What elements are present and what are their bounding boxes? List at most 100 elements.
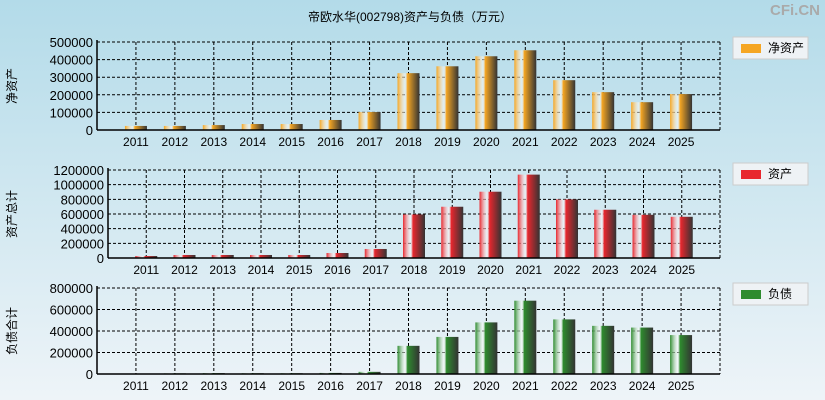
y-tick-label: 0: [86, 367, 93, 382]
x-tick-label: 2016: [324, 263, 351, 277]
x-tick-label: 2012: [162, 379, 189, 393]
legend-swatch: [741, 44, 761, 53]
x-tick-label: 2022: [551, 379, 578, 393]
x-tick-label: 2015: [278, 135, 305, 149]
x-tick-label: 2014: [248, 263, 275, 277]
x-tick-label: 2015: [278, 379, 305, 393]
x-tick-label: 2019: [434, 379, 461, 393]
bar-2021: [517, 174, 540, 258]
x-tick-label: 2013: [200, 135, 227, 149]
bar-2025: [670, 335, 693, 374]
y-axis-label: 净资产: [5, 68, 19, 104]
legend-swatch: [741, 290, 761, 299]
y-tick-label: 400000: [50, 53, 93, 68]
x-tick-label: 2016: [317, 379, 344, 393]
y-tick-label: 400000: [61, 222, 104, 237]
legend-label: 净资产: [768, 41, 804, 55]
y-tick-label: 200000: [50, 346, 93, 361]
bar-2022: [553, 80, 576, 130]
x-tick-label: 2016: [317, 135, 344, 149]
bar-2017: [358, 112, 381, 130]
y-tick-label: 100000: [50, 105, 93, 120]
x-tick-label: 2023: [590, 135, 617, 149]
bar-2015: [280, 124, 303, 130]
bar-2019: [436, 66, 459, 130]
bar-2020: [479, 191, 502, 258]
bar-2013: [202, 125, 225, 130]
bar-2020: [475, 322, 498, 374]
x-tick-label: 2011: [133, 263, 159, 277]
y-tick-label: 1200000: [53, 163, 104, 178]
y-tick-label: 200000: [50, 88, 93, 103]
bar-2020: [475, 56, 498, 131]
bar-2017: [358, 371, 381, 374]
y-tick-label: 600000: [50, 303, 93, 318]
y-tick-label: 1000000: [53, 178, 104, 193]
bar-2011: [135, 256, 158, 258]
x-tick-label: 2025: [668, 135, 695, 149]
x-tick-label: 2021: [515, 263, 542, 277]
x-tick-label: 2014: [239, 135, 266, 149]
y-tick-label: 800000: [50, 281, 93, 296]
x-tick-label: 2013: [200, 379, 227, 393]
bar-2024: [632, 214, 655, 258]
bar-2013: [211, 254, 234, 258]
bar-2012: [163, 125, 186, 130]
bar-2012: [173, 254, 196, 258]
bar-2019: [436, 336, 459, 374]
legend-box: [732, 282, 809, 306]
legend-label: 资产: [768, 167, 792, 181]
bar-2018: [397, 73, 420, 130]
x-tick-label: 2023: [592, 263, 619, 277]
x-tick-label: 2023: [590, 379, 617, 393]
y-axis-label: 资产总计: [5, 190, 19, 238]
bar-2011: [124, 125, 147, 130]
x-tick-label: 2015: [286, 263, 313, 277]
legend-label: 负债: [768, 287, 792, 301]
legend-box: [732, 36, 809, 60]
x-tick-label: 2021: [512, 379, 539, 393]
bar-2023: [594, 209, 617, 258]
y-tick-label: 800000: [61, 192, 104, 207]
x-tick-label: 2018: [401, 263, 428, 277]
x-tick-label: 2019: [434, 135, 461, 149]
y-tick-label: 600000: [61, 207, 104, 222]
bar-2017: [364, 248, 387, 258]
watermark: CFi.CN: [770, 2, 820, 19]
bar-2024: [631, 102, 654, 130]
legend-swatch: [741, 170, 761, 179]
bar-2021: [514, 300, 537, 374]
bar-2016: [319, 119, 342, 130]
x-tick-label: 2017: [356, 379, 383, 393]
bar-2015: [288, 254, 311, 258]
y-tick-label: 0: [86, 123, 93, 138]
bar-2023: [592, 92, 615, 130]
x-tick-label: 2019: [439, 263, 466, 277]
x-tick-label: 2011: [123, 379, 149, 393]
bar-2025: [670, 216, 693, 258]
x-tick-label: 2018: [395, 379, 422, 393]
x-tick-label: 2020: [473, 135, 500, 149]
bar-2014: [241, 124, 264, 130]
x-tick-label: 2013: [209, 263, 236, 277]
x-tick-label: 2020: [473, 379, 500, 393]
x-tick-label: 2017: [356, 135, 383, 149]
bar-2016: [326, 253, 349, 258]
bar-2019: [441, 206, 464, 258]
x-tick-label: 2012: [171, 263, 198, 277]
chart-title: 帝欧水华(002798)资产与负债（万元）: [308, 9, 512, 24]
x-tick-label: 2022: [551, 135, 578, 149]
x-tick-label: 2017: [362, 263, 389, 277]
bar-2021: [514, 50, 537, 130]
y-tick-label: 0: [97, 251, 104, 266]
x-tick-label: 2024: [630, 263, 657, 277]
bar-2022: [556, 199, 578, 258]
x-tick-label: 2018: [395, 135, 422, 149]
x-tick-label: 2012: [162, 135, 189, 149]
x-tick-label: 2024: [629, 135, 656, 149]
bar-2023: [592, 325, 615, 374]
y-tick-label: 300000: [50, 70, 93, 85]
y-tick-label: 400000: [50, 324, 93, 339]
